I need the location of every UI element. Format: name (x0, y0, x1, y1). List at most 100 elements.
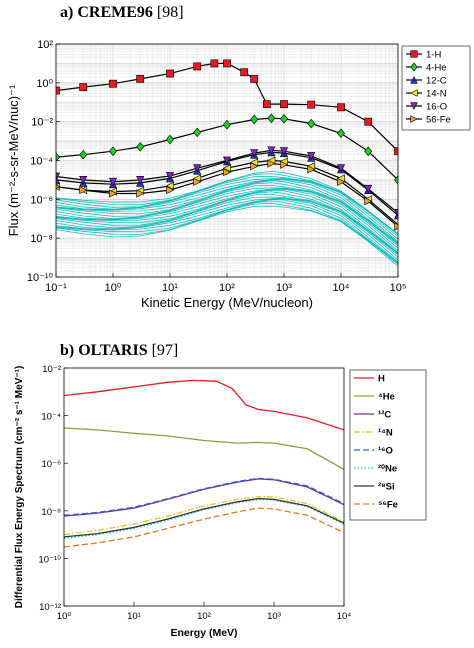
series-b-2 (64, 478, 344, 517)
data-point (337, 177, 346, 186)
series-b-6 (64, 497, 344, 538)
x-tick-label: 10⁴ (337, 611, 352, 622)
legend-label: 16-O (426, 102, 447, 113)
legend-item: ⁵⁶Fe (354, 500, 398, 511)
x-axis-label: Energy (MeV) (170, 627, 237, 639)
data-point (165, 172, 175, 181)
x-tick-label: 10⁰ (105, 282, 122, 294)
legend-box (349, 369, 427, 521)
y-tick-label: 10⁻⁸ (41, 507, 61, 518)
legend-item: ¹⁴N (354, 428, 393, 439)
series-b-0 (64, 379, 344, 431)
data-point (223, 168, 232, 177)
data-point (280, 160, 289, 169)
series-line (56, 117, 398, 181)
data-point (410, 89, 418, 97)
legend-label: ⁴He (378, 392, 395, 403)
y-tick-label: 10⁻¹² (39, 602, 61, 613)
data-point (222, 164, 231, 173)
data-point (410, 62, 418, 72)
data-point (307, 100, 316, 109)
legend-item: ²⁰Ne (354, 464, 397, 475)
data-point (193, 177, 202, 186)
series-b-1 (64, 427, 344, 470)
plot-area-a (56, 59, 398, 267)
series-line (56, 162, 398, 227)
legend-item: ¹⁶O (354, 446, 393, 457)
series-line (56, 151, 398, 216)
data-point (240, 68, 249, 77)
legend-item: 12-C (406, 76, 447, 87)
x-tick-label: 10⁻¹ (45, 282, 67, 294)
x-tick-label: 10² (219, 282, 235, 294)
series-line (64, 498, 344, 539)
legend-label: 4-He (426, 63, 447, 74)
data-point (364, 146, 373, 157)
x-tick-label: 10¹ (127, 611, 141, 622)
data-point (79, 176, 88, 185)
data-point (307, 118, 316, 129)
y-tick-label: 10⁻⁸ (30, 233, 53, 245)
background-spectrum-line (56, 198, 398, 263)
data-point (108, 177, 118, 187)
data-point (109, 79, 117, 88)
x-tick-label: 10⁰ (57, 611, 72, 622)
data-point (337, 128, 345, 139)
y-tick-label: 10⁻² (31, 117, 53, 129)
data-point (56, 152, 60, 162)
series-line (64, 379, 344, 431)
data-point (109, 146, 117, 157)
background-spectrum-line (56, 196, 398, 258)
y-axis-label: Flux (m⁻²-s-sr-MeV/nuc)⁻¹ (6, 84, 21, 236)
background-spectrum-line (56, 193, 398, 256)
legend-item: 56-Fe (406, 115, 451, 126)
legend-label: 1-H (426, 50, 441, 61)
data-point (222, 156, 232, 165)
data-point (79, 186, 88, 195)
series-a-5 (56, 159, 398, 231)
background-spectrum-line (56, 184, 398, 247)
legend-item: H (354, 374, 385, 385)
data-point (267, 113, 276, 124)
y-tick-label: 10⁻⁶ (42, 459, 62, 470)
panel-a-title: a) CREME96 [98] (60, 4, 184, 22)
data-point (250, 162, 259, 171)
legend-b: H ⁴He ¹²C ¹⁴N ¹⁶O ²⁰Ne ²⁸Si ⁵⁶Fe (349, 369, 427, 521)
data-point (267, 159, 276, 168)
x-tick-label: 10⁵ (390, 282, 407, 294)
background-spectrum-line (56, 180, 398, 244)
ticks-a: 10⁻¹ 10⁰ 10¹ 10² 10³ 10⁴ 10⁵ 10⁻¹⁰ 10⁻⁸ 10⁻⁶ 10⁻⁴ 1… (27, 39, 407, 294)
series-line (56, 159, 398, 226)
legend-item: 4-He (406, 63, 447, 74)
data-point (56, 184, 61, 189)
y-tick-label: 10⁻¹⁰ (27, 272, 54, 284)
legend-label: ¹⁶O (378, 446, 393, 457)
legend-label: ²⁸Si (378, 482, 395, 493)
data-point (166, 186, 175, 195)
legend-item: ²⁸Si (354, 482, 395, 493)
data-point (364, 197, 373, 206)
legend-label: ¹⁴N (378, 428, 393, 439)
data-point (250, 74, 259, 83)
x-tick-label: 10² (197, 611, 211, 622)
background-spectrum-line (56, 187, 398, 249)
x-tick-label: 10⁴ (333, 282, 350, 294)
background-spectrum-line (56, 205, 398, 267)
data-point (307, 165, 316, 174)
background-spectrum-line (56, 188, 398, 253)
data-point (267, 146, 276, 155)
data-point (279, 147, 289, 156)
series-line (56, 149, 398, 214)
series-line (64, 477, 344, 516)
ticks-b: 10⁰ 10¹ 10² 10³ 10⁴ 10⁻¹² 10⁻¹⁰ 10⁻⁸ 10⁻⁶ 10⁻⁴ 10⁻… (38, 364, 351, 622)
data-point (410, 50, 418, 58)
legend-item: ⁴He (354, 392, 395, 403)
data-point (136, 142, 145, 152)
data-point (223, 119, 231, 130)
series-b-3 (64, 495, 344, 536)
axes-frame-b (63, 367, 345, 607)
legend-label: ²⁰Ne (378, 464, 397, 475)
data-point (193, 62, 202, 71)
legend-item: 1-H (406, 50, 441, 61)
